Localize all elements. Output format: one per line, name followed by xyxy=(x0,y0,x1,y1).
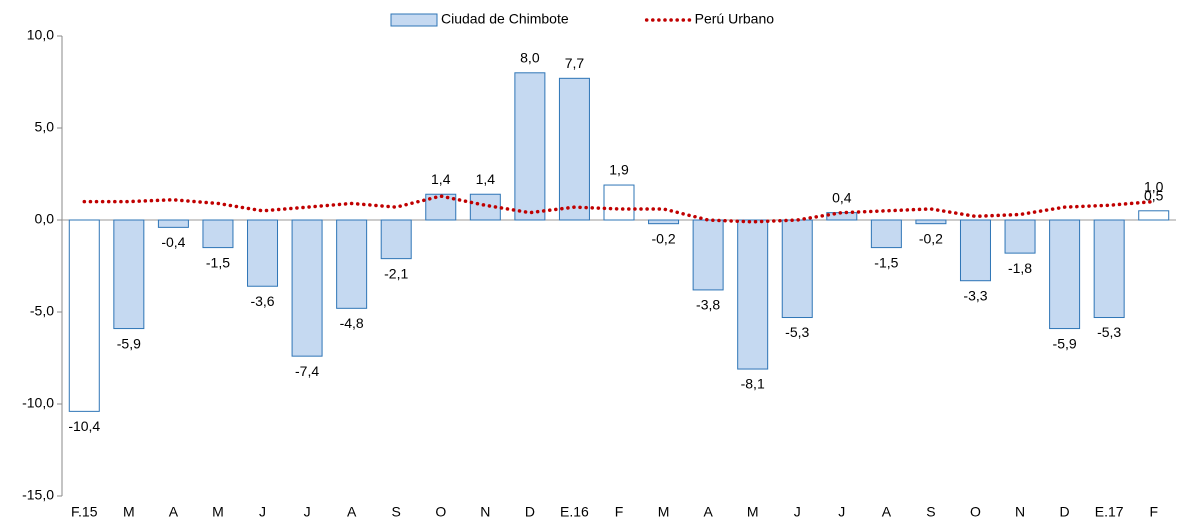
value-label: -8,1 xyxy=(741,376,765,392)
value-label: -0,4 xyxy=(161,234,185,250)
bar xyxy=(157,219,189,228)
x-tick-label: A xyxy=(703,504,713,520)
value-label: -5,9 xyxy=(117,335,141,351)
bar xyxy=(870,219,902,249)
bar xyxy=(1004,219,1036,254)
x-tick-label: N xyxy=(1015,504,1025,520)
value-label: -1,8 xyxy=(1008,260,1032,276)
bar xyxy=(336,219,368,309)
value-label: -5,9 xyxy=(1053,335,1077,351)
x-tick-label: M xyxy=(658,504,670,520)
bar xyxy=(247,219,279,287)
y-tick-label: 5,0 xyxy=(35,119,55,135)
value-label: -1,5 xyxy=(206,254,230,270)
value-label: 1,0 xyxy=(1144,178,1164,194)
x-tick-label: D xyxy=(525,504,535,520)
y-tick-label: -5,0 xyxy=(30,303,54,319)
x-tick-label: N xyxy=(480,504,490,520)
x-tick-label: A xyxy=(169,504,179,520)
bar xyxy=(1138,210,1170,221)
line xyxy=(82,194,1156,224)
x-tick-label: E.17 xyxy=(1095,504,1124,520)
x-tick-label: A xyxy=(882,504,892,520)
bar xyxy=(692,219,724,291)
value-label: -5,3 xyxy=(785,324,809,340)
bar xyxy=(781,219,813,319)
x-tick-label: J xyxy=(259,504,266,520)
y-tick-label: -10,0 xyxy=(22,395,54,411)
y-tick-label: -15,0 xyxy=(22,487,54,503)
bar xyxy=(1093,219,1125,319)
x-tick-label: F xyxy=(615,504,624,520)
value-label: 8,0 xyxy=(520,50,540,66)
value-label: -10,4 xyxy=(68,418,100,434)
value-label: 7,7 xyxy=(565,55,585,71)
x-tick-label: E.16 xyxy=(560,504,589,520)
value-label: 0,5 xyxy=(1144,188,1164,204)
legend-label: Perú Urbano xyxy=(695,11,775,27)
value-label: 1,9 xyxy=(609,162,629,178)
bar xyxy=(558,77,590,221)
value-label: -4,8 xyxy=(340,315,364,331)
x-tick-label: O xyxy=(970,504,981,520)
bar xyxy=(425,193,457,221)
x-tick-label: M xyxy=(123,504,135,520)
bar xyxy=(113,219,145,330)
value-label: -1,5 xyxy=(874,254,898,270)
value-label: -5,3 xyxy=(1097,324,1121,340)
bar xyxy=(68,219,100,412)
x-tick-label: M xyxy=(747,504,759,520)
value-label: -3,8 xyxy=(696,297,720,313)
bar xyxy=(202,219,234,249)
x-tick-label: J xyxy=(794,504,801,520)
value-label: -2,1 xyxy=(384,265,408,281)
x-tick-label: J xyxy=(304,504,311,520)
x-tick-label: A xyxy=(347,504,357,520)
value-label: -3,6 xyxy=(250,293,274,309)
legend-swatch xyxy=(390,13,438,27)
legend-label: Ciudad de Chimbote xyxy=(441,11,569,27)
bar xyxy=(1049,219,1081,330)
bar xyxy=(737,219,769,370)
value-label: -0,2 xyxy=(651,230,675,246)
bar xyxy=(915,219,947,225)
x-tick-label: S xyxy=(392,504,401,520)
bar xyxy=(291,219,323,357)
x-tick-label: S xyxy=(926,504,935,520)
x-tick-label: F xyxy=(1149,504,1158,520)
bar xyxy=(603,184,635,221)
bar xyxy=(380,219,412,260)
x-tick-label: J xyxy=(838,504,845,520)
x-tick-label: D xyxy=(1060,504,1070,520)
value-label: 0,4 xyxy=(832,189,852,205)
x-tick-label: M xyxy=(212,504,224,520)
bar xyxy=(959,219,991,282)
value-label: -3,3 xyxy=(963,287,987,303)
bar xyxy=(648,219,680,225)
x-tick-label: O xyxy=(435,504,446,520)
x-tick-label: F.15 xyxy=(71,504,98,520)
value-label: 1,4 xyxy=(476,171,496,187)
value-label: 1,4 xyxy=(431,171,451,187)
value-label: -7,4 xyxy=(295,363,319,379)
y-tick-label: 10,0 xyxy=(27,27,54,43)
bar xyxy=(514,72,546,221)
value-label: -0,2 xyxy=(919,230,943,246)
y-tick-label: 0,0 xyxy=(35,211,55,227)
